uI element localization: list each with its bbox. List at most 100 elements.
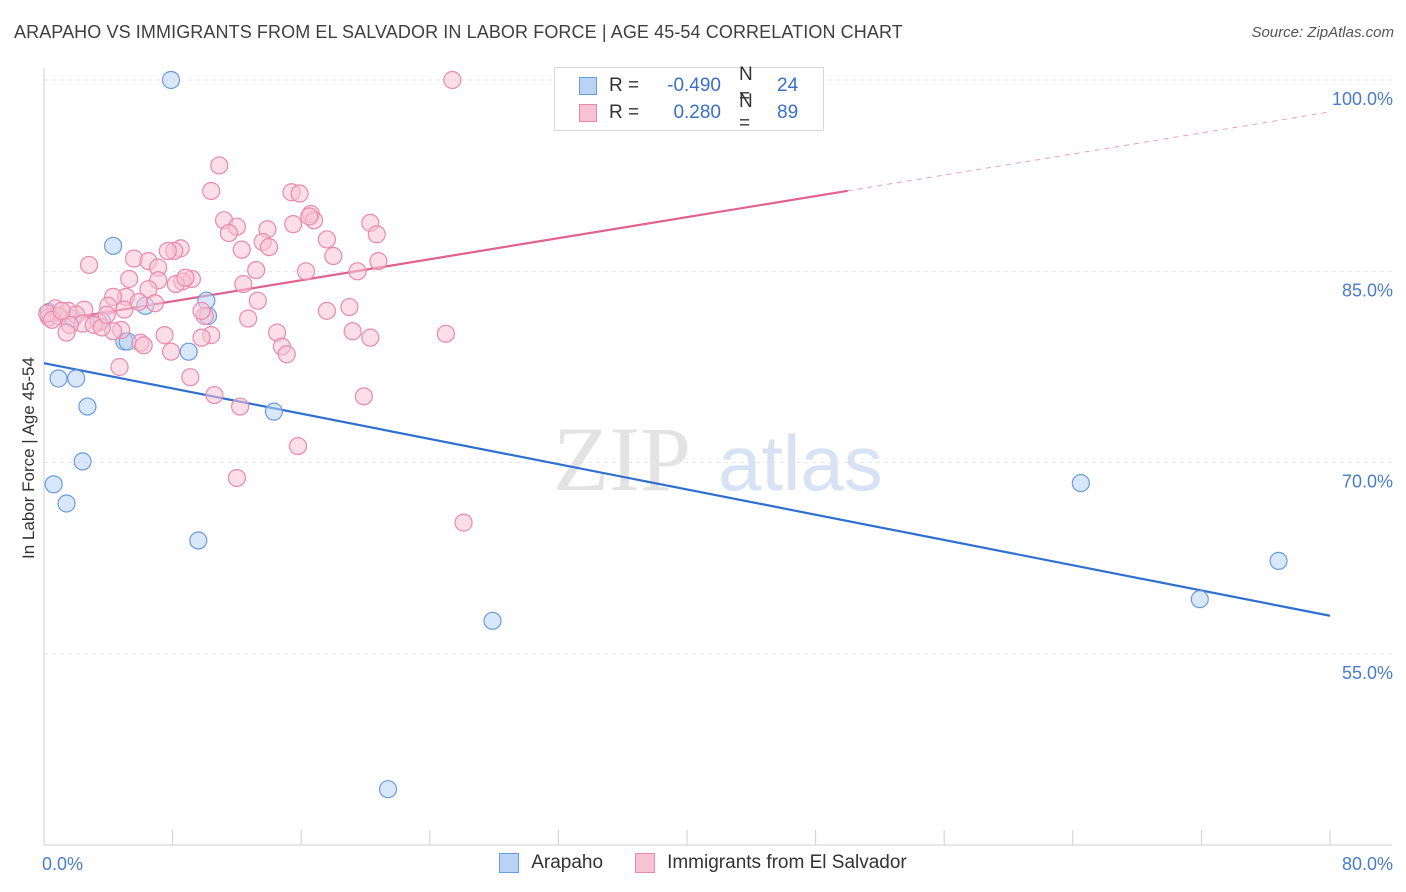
legend-row-arapaho: R = -0.490 N = 24	[579, 64, 799, 107]
salvador-point	[284, 215, 303, 234]
y-tick-label-100: 100.0%	[1332, 89, 1393, 109]
arapaho-swatch	[579, 77, 597, 95]
trend-line-extension-1	[847, 111, 1331, 192]
salvador-point	[248, 291, 267, 310]
chart-title: ARAPAHO VS IMMIGRANTS FROM EL SALVADOR I…	[14, 22, 903, 42]
salvador-point	[443, 70, 462, 90]
watermark-zip: ZIP	[553, 408, 691, 510]
arapaho-n-value: 24	[777, 75, 799, 96]
arapaho-point	[57, 494, 76, 513]
salvador-point	[219, 223, 238, 243]
salvador-point	[155, 326, 174, 345]
salvador-n-value: 89	[777, 102, 799, 123]
y-tick-label-55: 55.0%	[1342, 663, 1393, 683]
arapaho-point	[49, 369, 68, 388]
salvador-point	[247, 260, 266, 280]
salvador-point	[57, 323, 76, 342]
salvador-legend-label: Immigrants from El Salvador	[667, 852, 907, 873]
salvador-point	[97, 305, 116, 324]
salvador-point	[115, 300, 134, 319]
salvador-point	[145, 294, 165, 313]
salvador-point	[324, 246, 343, 266]
arapaho-legend-swatch	[499, 853, 520, 873]
arapaho-point	[179, 342, 198, 361]
r-label: R =	[609, 75, 640, 96]
salvador-point	[205, 385, 224, 405]
x-tick-label-max: 80.0%	[1342, 854, 1393, 874]
n-label: N =	[739, 64, 753, 107]
salvador-point	[161, 342, 181, 361]
correlation-legend: R = -0.490 N = 24 R = 0.280 N = 89	[554, 64, 824, 134]
axes	[43, 68, 1392, 846]
y-tick-label-85: 85.0%	[1342, 280, 1393, 300]
x-tick-labels: 0.0% 80.0%	[42, 854, 1393, 874]
salvador-point	[277, 345, 296, 364]
salvador-point	[239, 309, 258, 328]
salvador-point	[120, 269, 139, 289]
trend-line-1	[43, 189, 848, 324]
salvador-point	[210, 156, 229, 175]
salvador-point	[234, 274, 253, 294]
salvador-point	[192, 301, 211, 320]
salvador-point	[317, 301, 337, 320]
arapaho-point	[44, 475, 63, 494]
salvador-point	[296, 262, 316, 281]
series-legend: Arapaho Immigrants from El Salvador	[0, 852, 1406, 874]
salvador-point	[354, 387, 373, 406]
salvador-point	[110, 357, 129, 377]
salvador-legend-swatch	[635, 853, 656, 873]
salvador-point	[340, 297, 359, 317]
trend-lines	[43, 111, 1331, 617]
salvador-point	[343, 322, 362, 341]
salvador-point	[361, 328, 380, 347]
salvador-point	[232, 240, 251, 259]
arapaho-point	[161, 70, 181, 90]
salvador-point	[317, 230, 337, 249]
arapaho-point	[1071, 473, 1090, 493]
arapaho-point	[189, 531, 208, 550]
arapaho-point	[378, 780, 398, 799]
arapaho-legend-label: Arapaho	[531, 852, 604, 873]
salvador-point	[227, 468, 246, 488]
salvador-points	[38, 70, 473, 532]
arapaho-point	[483, 611, 502, 630]
salvador-point	[202, 181, 221, 201]
salvador-point	[52, 301, 71, 320]
salvador-point	[369, 252, 388, 271]
salvador-point	[290, 184, 309, 203]
salvador-point	[192, 328, 211, 347]
salvador-point	[231, 397, 250, 416]
salvador-point	[181, 368, 200, 387]
y-tick-label-70: 70.0%	[1342, 472, 1393, 492]
salvador-r-value: 0.280	[673, 102, 721, 123]
salvador-point	[367, 225, 386, 244]
n-label: N =	[739, 91, 753, 134]
salvador-point	[454, 513, 473, 532]
y-axis-label: In Labor Force | Age 45-54	[19, 357, 38, 559]
arapaho-point	[1190, 590, 1209, 609]
salvador-point	[176, 268, 195, 287]
arapaho-point	[1269, 551, 1288, 570]
salvador-point	[134, 336, 153, 355]
salvador-point	[436, 324, 455, 343]
trend-line-0	[43, 362, 1331, 617]
source-label: Source: ZipAtlas.com	[1251, 24, 1394, 41]
salvador-point	[288, 436, 308, 456]
gridlines	[44, 79, 1392, 655]
arapaho-point	[67, 369, 86, 388]
arapaho-point	[73, 452, 92, 471]
salvador-point	[129, 292, 148, 312]
arapaho-r-value: -0.490	[667, 75, 721, 96]
salvador-point	[300, 207, 319, 226]
arapaho-point	[78, 397, 97, 416]
legend-item-salvador: Immigrants from El Salvador	[635, 852, 907, 874]
legend-item-arapaho: Arapaho	[499, 852, 603, 874]
salvador-point	[259, 237, 279, 257]
salvador-point	[348, 262, 367, 281]
salvador-swatch	[579, 104, 597, 122]
salvador-point	[158, 241, 177, 261]
x-tick-label-min: 0.0%	[42, 854, 83, 874]
arapaho-point	[104, 236, 123, 255]
legend-row-salvador: R = 0.280 N = 89	[579, 91, 799, 134]
